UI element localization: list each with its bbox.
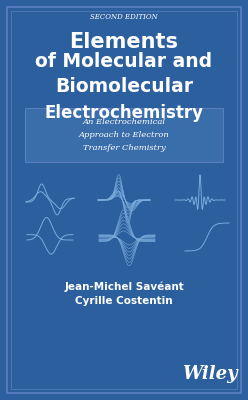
Text: SECOND EDITION: SECOND EDITION — [90, 13, 158, 21]
Text: of Molecular and: of Molecular and — [35, 52, 213, 71]
Text: Electrochemistry: Electrochemistry — [44, 104, 204, 122]
Text: Transfer Chemistry: Transfer Chemistry — [83, 144, 165, 152]
Text: Wiley: Wiley — [182, 365, 238, 383]
Text: Approach to Electron: Approach to Electron — [79, 131, 169, 139]
Bar — [25, 108, 223, 162]
Text: Elements: Elements — [69, 32, 179, 52]
Text: An Electrochemical: An Electrochemical — [83, 118, 165, 126]
Text: Biomolecular: Biomolecular — [55, 77, 193, 96]
Text: Jean-Michel Savéant: Jean-Michel Savéant — [64, 282, 184, 292]
Text: Cyrille Costentin: Cyrille Costentin — [75, 296, 173, 306]
